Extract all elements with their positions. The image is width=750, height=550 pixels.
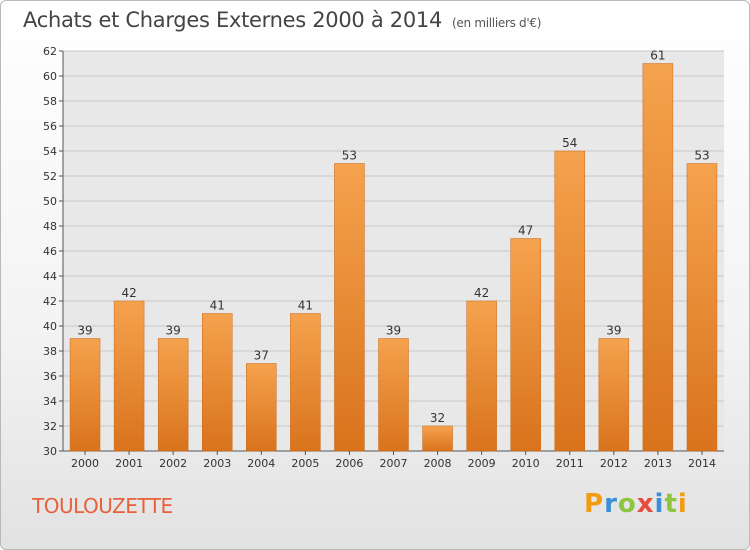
bar-value-label: 39 xyxy=(386,324,401,338)
bar-value-label: 41 xyxy=(210,299,225,313)
bar xyxy=(554,150,585,452)
bar xyxy=(422,425,453,452)
commune-name: TOULOUZETTE xyxy=(32,494,173,518)
y-tick-label: 56 xyxy=(43,120,57,133)
logo-letter: r xyxy=(604,489,618,519)
x-tick-label: 2004 xyxy=(247,457,275,470)
y-tick-label: 54 xyxy=(43,145,57,158)
y-tick-label: 42 xyxy=(43,295,57,308)
y-tick-label: 48 xyxy=(43,220,57,233)
x-tick-label: 2013 xyxy=(644,457,672,470)
bar-value-label: 39 xyxy=(166,324,181,338)
bar xyxy=(69,338,101,452)
chart-title: Achats et Charges Externes 2000 à 2014 (e… xyxy=(23,8,541,32)
y-tick-label: 52 xyxy=(43,170,57,183)
y-tick-label: 60 xyxy=(43,70,57,83)
logo-letter: x xyxy=(636,489,655,519)
y-tick-label: 34 xyxy=(43,395,57,408)
bar xyxy=(290,313,321,452)
y-tick-label: 32 xyxy=(43,420,57,433)
chart-title-text: Achats et Charges Externes 2000 à 2014 xyxy=(23,8,443,32)
bar-value-label: 39 xyxy=(77,324,92,338)
bar xyxy=(157,338,189,452)
bar xyxy=(378,338,409,452)
bar xyxy=(510,238,541,452)
bar-value-label: 37 xyxy=(254,349,269,363)
x-tick-label: 2007 xyxy=(380,457,408,470)
bar-value-label: 53 xyxy=(342,149,357,163)
x-tick-label: 2001 xyxy=(115,457,143,470)
bar xyxy=(246,363,277,452)
x-tick-label: 2008 xyxy=(424,457,452,470)
x-tick-label: 2006 xyxy=(335,457,363,470)
bar-value-label: 32 xyxy=(430,411,445,425)
y-tick-label: 40 xyxy=(43,320,57,333)
x-tick-label: 2012 xyxy=(600,457,628,470)
x-tick-label: 2011 xyxy=(556,457,584,470)
logo-letter: o xyxy=(617,489,637,519)
chart-subtitle: (en milliers d'€) xyxy=(452,16,542,30)
bar xyxy=(466,300,497,452)
proxiti-logo: Proxiti xyxy=(584,489,688,519)
bar-value-label: 61 xyxy=(650,49,665,63)
bar-value-label: 41 xyxy=(298,299,313,313)
logo-letter: P xyxy=(584,489,605,519)
bar-value-label: 54 xyxy=(562,136,577,150)
bar xyxy=(598,338,630,452)
logo-letter: i xyxy=(677,489,688,519)
y-tick-label: 58 xyxy=(43,95,57,108)
x-tick-label: 2010 xyxy=(512,457,540,470)
y-tick-label: 46 xyxy=(43,245,57,258)
x-tick-label: 2014 xyxy=(688,457,716,470)
bar xyxy=(334,163,365,452)
x-tick-label: 2005 xyxy=(291,457,319,470)
bar-value-label: 47 xyxy=(518,224,533,238)
y-tick-label: 38 xyxy=(43,345,57,358)
bar-value-label: 42 xyxy=(121,286,136,300)
bar xyxy=(686,163,718,452)
x-tick-label: 2002 xyxy=(159,457,187,470)
y-tick-label: 30 xyxy=(43,445,57,458)
bar xyxy=(113,300,145,452)
bar-value-label: 53 xyxy=(694,149,709,163)
logo-letter: t xyxy=(664,489,678,519)
bar xyxy=(202,313,233,452)
x-tick-label: 2009 xyxy=(468,457,496,470)
y-tick-label: 44 xyxy=(43,270,57,283)
x-tick-label: 2000 xyxy=(71,457,99,470)
y-tick-label: 36 xyxy=(43,370,57,383)
logo-letter: i xyxy=(654,489,665,519)
x-tick-label: 2003 xyxy=(203,457,231,470)
y-tick-label: 50 xyxy=(43,195,57,208)
bar-value-label: 42 xyxy=(474,286,489,300)
y-tick-label: 62 xyxy=(43,45,57,58)
bar-value-label: 39 xyxy=(606,324,621,338)
bar xyxy=(642,63,674,452)
